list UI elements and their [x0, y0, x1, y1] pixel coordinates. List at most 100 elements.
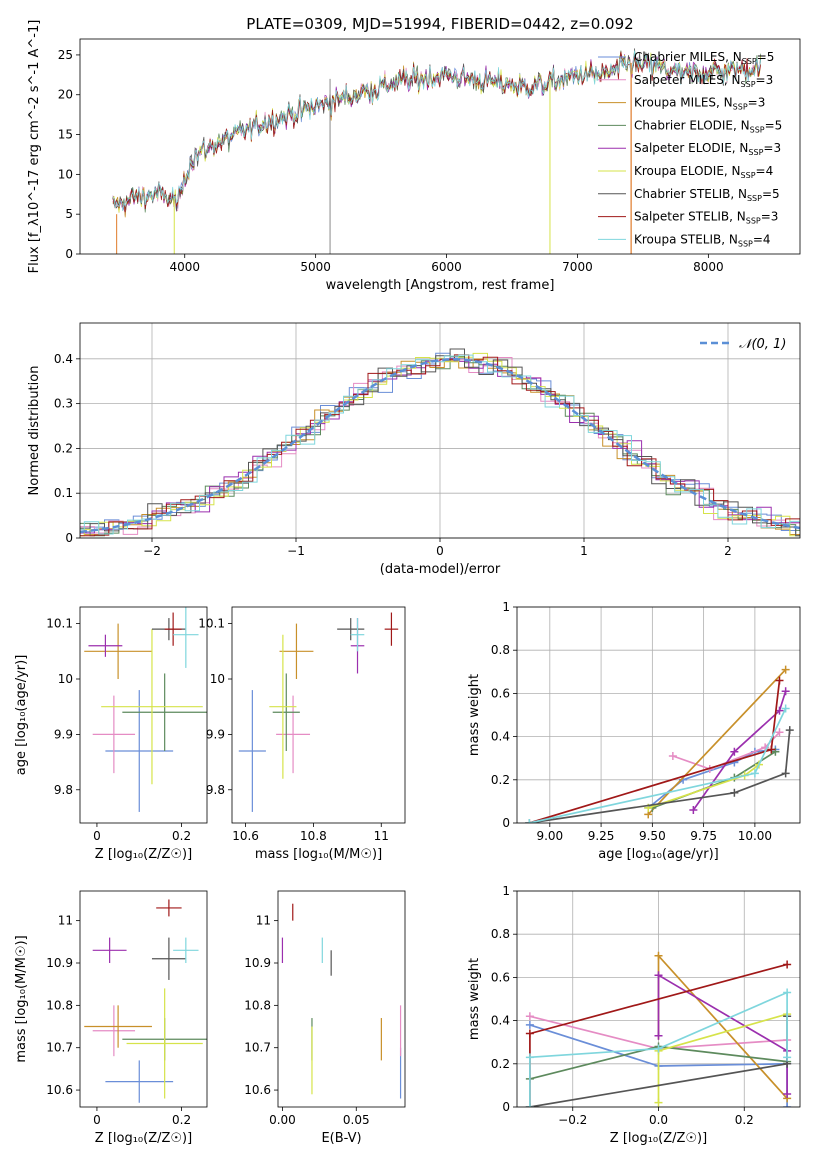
y-tick-label: 9.8 — [54, 783, 73, 797]
weight-marker — [525, 1029, 534, 1038]
legend-entry-3: Chabrier ELODIE, NSSP=5 — [634, 118, 782, 134]
weight-marker — [775, 728, 784, 737]
axes-frame — [79, 38, 801, 255]
y-tick-label: 9.9 — [54, 727, 73, 741]
plot-area — [80, 348, 800, 537]
weight-line-2 — [647, 669, 787, 815]
plot-area — [238, 612, 399, 812]
weight-marker — [654, 971, 663, 980]
x-tick-label: 9.50 — [639, 829, 666, 843]
plot-area — [525, 951, 792, 1107]
axes-age_vs_mass: 10.6 10.8 11 9.8 9.9 10 10.1 mass [log₁₀(M/M☉)] — [198, 606, 406, 862]
y-tick-label: 0.2 — [491, 1057, 510, 1071]
y-tick-label: 0.4 — [54, 352, 73, 366]
axes-weight_vs_z: −0.2 0.0 0.2 0 0.2 0.4 0.6 0.8 1 Z [log₁₀(Z/Z☉)] m… — [467, 884, 801, 1146]
y-tick-label: 0.2 — [491, 773, 510, 787]
y-tick-label: 10 — [58, 167, 73, 181]
weight-line-4 — [692, 690, 787, 811]
weight-marker — [783, 1053, 792, 1062]
plot-area — [84, 899, 207, 1103]
spectrum-line-7 — [112, 51, 762, 213]
y-axis-label: mass [log₁₀(M/M☉)] — [14, 935, 29, 1062]
y-tick-label: 10.6 — [244, 1083, 271, 1097]
legend-reference-label: 𝒩(0, 1) — [739, 337, 786, 352]
weight-marker — [783, 1103, 792, 1107]
x-tick-label: 10.8 — [300, 829, 327, 843]
y-tick-label: 0.4 — [491, 1014, 510, 1028]
weight-marker — [781, 704, 790, 713]
weight-marker — [775, 676, 784, 685]
y-axis-label: mass weight — [467, 958, 482, 1040]
weight-marker — [654, 1098, 663, 1107]
x-axis-label: mass [log₁₀(M/M☉)] — [255, 847, 382, 862]
weight-marker — [730, 788, 739, 797]
ticks: 10.6 10.8 11 9.8 9.9 10 10.1 — [198, 617, 389, 843]
x-tick-label: 7000 — [562, 260, 593, 274]
axes-frame — [231, 606, 406, 824]
x-tick-label: 5000 — [300, 260, 331, 274]
y-tick-label: 20 — [58, 88, 73, 102]
x-tick-label: 9.00 — [536, 829, 563, 843]
weight-marker — [525, 1012, 534, 1021]
weight-marker — [689, 806, 698, 815]
weight-marker — [781, 769, 790, 778]
x-tick-label: 11 — [374, 829, 389, 843]
x-tick-label: 0.00 — [269, 1113, 296, 1127]
y-tick-label: 0.6 — [491, 686, 510, 700]
axes-mass_vs_z: 0 0.2 10.6 10.7 10.8 10.9 11 Z [log₁₀(Z/Z☉)] mas… — [14, 890, 208, 1146]
weight-marker — [525, 1103, 534, 1107]
weight-marker — [775, 706, 784, 715]
x-tick-label: 0.2 — [735, 1113, 754, 1127]
weight-marker — [783, 988, 792, 997]
weight-marker — [654, 1044, 663, 1053]
legend: Chabrier MILES, NSSP=5 Salpeter MILES, NS… — [598, 50, 782, 248]
y-tick-label: 10.9 — [46, 956, 73, 970]
ticks: −2 −1 0 1 2 0 0.1 0.2 0.3 0.4 — [54, 352, 732, 558]
ticks: −0.2 0.0 0.2 0 0.2 0.4 0.6 0.8 1 — [491, 884, 754, 1127]
y-tick-label: 10.9 — [244, 956, 271, 970]
plot-area — [525, 665, 794, 823]
ticks: 0 0.2 9.8 9.9 10 10.1 — [46, 617, 191, 843]
x-tick-label: 0.0 — [649, 1113, 668, 1127]
x-tick-label: 0.2 — [172, 829, 191, 843]
y-tick-label: 0.8 — [491, 643, 510, 657]
axes-frame — [79, 890, 208, 1108]
x-tick-label: 9.25 — [588, 829, 615, 843]
y-tick-label: 10.1 — [46, 617, 73, 631]
y-tick-label: 1 — [502, 884, 510, 898]
x-axis-label: Z [log₁₀(Z/Z☉)] — [610, 1131, 707, 1146]
ticks: 0.00 0.05 10.6 10.7 10.8 10.9 11 — [244, 914, 369, 1127]
y-tick-label: 0 — [65, 247, 73, 261]
x-tick-label: 0 — [436, 544, 444, 558]
x-tick-label: 9.75 — [690, 829, 717, 843]
y-tick-label: 0 — [502, 816, 510, 830]
x-tick-label: 1 — [580, 544, 588, 558]
y-axis-label: Normed distribution — [27, 366, 42, 496]
y-tick-label: 0.8 — [491, 927, 510, 941]
weight-marker — [781, 687, 790, 696]
ticks: 0 0.2 10.6 10.7 10.8 10.9 11 — [46, 914, 191, 1127]
y-tick-label: 0 — [65, 531, 73, 545]
plot-area — [84, 607, 207, 812]
axes-residuals: −2 −1 0 1 2 0 0.1 0.2 0.3 0.4 (data-model)/error No… — [27, 322, 801, 577]
plot-area — [281, 903, 402, 1099]
y-tick-label: 5 — [65, 207, 73, 221]
x-axis-label: Z [log₁₀(Z/Z☉)] — [95, 847, 192, 862]
axes-weight_vs_age: 9.00 9.25 9.50 9.75 10.00 0 0.2 0.4 0.6 0.8 1 age [… — [467, 600, 801, 862]
weight-marker — [654, 951, 663, 960]
y-axis-label: mass weight — [467, 674, 482, 756]
x-tick-label: 0 — [93, 829, 101, 843]
axes-frame — [516, 606, 801, 824]
y-tick-label: 0.1 — [54, 486, 73, 500]
weight-marker — [781, 665, 790, 674]
axes-frame — [516, 890, 801, 1108]
y-tick-label: 10.7 — [244, 1041, 271, 1055]
x-axis-label: wavelength [Angstrom, rest frame] — [326, 278, 555, 293]
weight-marker — [525, 1020, 534, 1029]
y-tick-label: 0.2 — [54, 441, 73, 455]
x-tick-label: 8000 — [693, 260, 724, 274]
weight-marker — [783, 1090, 792, 1099]
y-tick-label: 10.1 — [198, 617, 225, 631]
axes-frame — [79, 322, 801, 539]
